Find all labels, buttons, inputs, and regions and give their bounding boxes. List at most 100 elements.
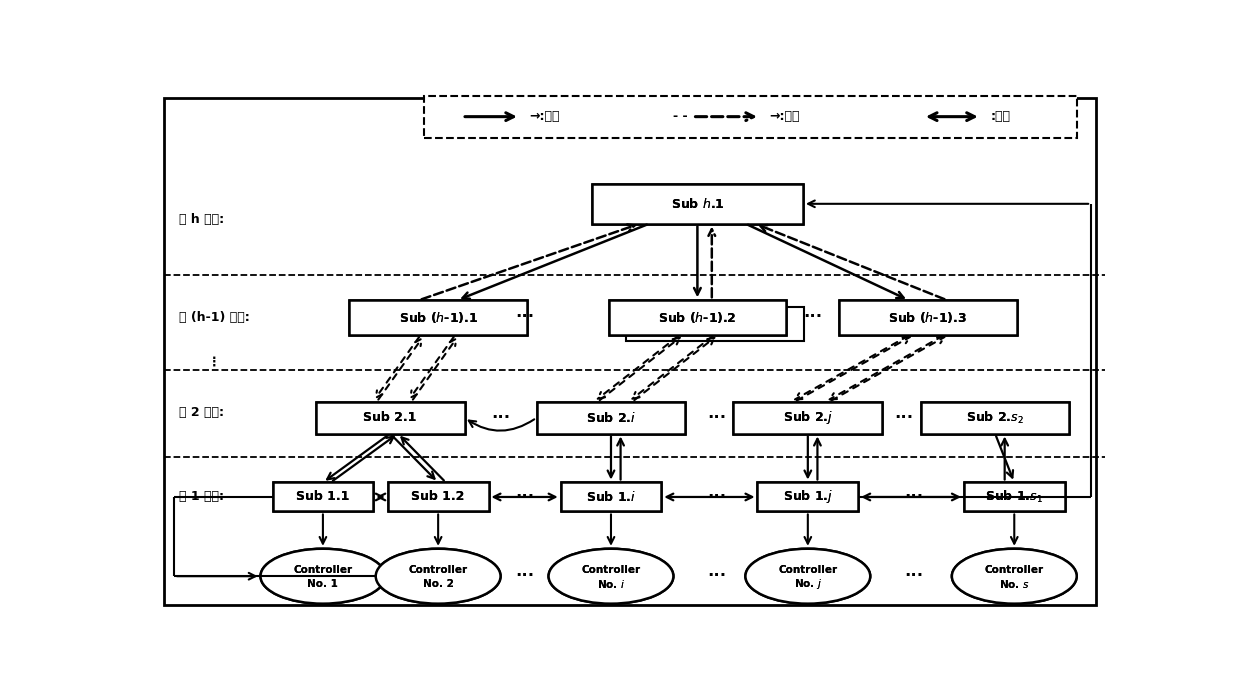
Text: Sub 2.1: Sub 2.1 [363, 411, 416, 424]
Text: Sub 2.$s_2$: Sub 2.$s_2$ [966, 410, 1023, 426]
Text: 第 h 层级:: 第 h 层级: [178, 213, 224, 226]
Text: Sub ($h$-1).2: Sub ($h$-1).2 [658, 310, 736, 325]
Text: Sub ($h$-1).2: Sub ($h$-1).2 [658, 310, 736, 325]
Text: No. 2: No. 2 [422, 578, 453, 589]
Ellipse shape [260, 549, 385, 604]
Text: 第 2 层级:: 第 2 层级: [178, 406, 224, 419]
Text: Controller: Controller [294, 565, 352, 575]
Text: Sub ($h$-1).3: Sub ($h$-1).3 [888, 310, 968, 325]
Text: ⋮: ⋮ [208, 356, 221, 369]
Bar [316, 402, 465, 434]
Text: →:凝聚: →:凝聚 [529, 110, 560, 123]
Text: ···: ··· [491, 409, 510, 427]
Text: ···: ··· [515, 309, 534, 327]
Bar [608, 300, 787, 335]
Text: Controller: Controller [778, 565, 838, 575]
Bar [964, 482, 1064, 512]
Ellipse shape [549, 549, 674, 604]
Text: No. 1: No. 1 [307, 578, 338, 589]
Text: No. $i$: No. $i$ [597, 578, 626, 589]
Text: Sub $h$.1: Sub $h$.1 [670, 197, 725, 211]
Bar [839, 300, 1017, 335]
Text: ···: ··· [707, 567, 726, 585]
Text: Sub 1.2: Sub 1.2 [411, 490, 465, 504]
Text: Sub 1.$j$: Sub 1.$j$ [783, 488, 833, 506]
Text: Sub ($h$-1).1: Sub ($h$-1).1 [399, 310, 478, 325]
Text: No. 1: No. 1 [307, 578, 338, 589]
Text: Controller: Controller [581, 565, 641, 575]
Text: ···: ··· [895, 409, 913, 427]
Text: No. $s$: No. $s$ [999, 578, 1030, 589]
Text: Sub 1.$j$: Sub 1.$j$ [783, 488, 833, 506]
Bar [349, 300, 527, 335]
Text: Sub 1.2: Sub 1.2 [411, 490, 465, 504]
Bar [757, 482, 859, 512]
Text: Controller: Controller [409, 565, 467, 575]
Text: ···: ··· [515, 488, 534, 506]
Text: Sub 1.$s_1$: Sub 1.$s_1$ [985, 489, 1043, 505]
Bar [388, 482, 488, 512]
Bar [424, 95, 1077, 138]
Bar [626, 307, 804, 341]
Text: Controller: Controller [581, 565, 641, 575]
Bar [388, 482, 488, 512]
Text: ···: ··· [904, 567, 923, 585]
Bar [349, 300, 527, 335]
Bar [757, 482, 859, 512]
Text: Sub 2.$j$: Sub 2.$j$ [783, 410, 833, 426]
Ellipse shape [549, 549, 674, 604]
Ellipse shape [746, 549, 870, 604]
Bar [592, 184, 803, 224]
Bar [560, 482, 662, 512]
Text: Sub 2.$i$: Sub 2.$i$ [586, 411, 636, 425]
Text: Sub ($h$-1).3: Sub ($h$-1).3 [888, 310, 968, 325]
Ellipse shape [746, 549, 870, 604]
Text: - -: - - [673, 110, 688, 123]
Ellipse shape [260, 549, 385, 604]
Text: ···: ··· [904, 488, 923, 506]
Bar [921, 402, 1069, 434]
Text: ···: ··· [707, 488, 726, 506]
Text: Sub 2.$j$: Sub 2.$j$ [783, 410, 833, 426]
Text: Sub 1.1: Sub 1.1 [296, 490, 349, 504]
Ellipse shape [952, 549, 1077, 604]
Text: No. $j$: No. $j$ [794, 577, 821, 591]
Text: Sub 2.$i$: Sub 2.$i$ [586, 411, 636, 425]
Bar [536, 402, 685, 434]
Bar [536, 402, 685, 434]
Text: No. 2: No. 2 [422, 578, 453, 589]
Text: Controller: Controller [409, 565, 467, 575]
Text: Controller: Controller [294, 565, 352, 575]
Text: ···: ··· [515, 567, 534, 585]
Text: 第 1 层级:: 第 1 层级: [178, 490, 224, 504]
Bar [608, 300, 787, 335]
Text: Controller: Controller [778, 565, 838, 575]
Bar [733, 402, 882, 434]
Text: No. $s$: No. $s$ [999, 578, 1030, 589]
Bar [273, 482, 373, 512]
Text: Sub 1.$s_1$: Sub 1.$s_1$ [985, 489, 1043, 505]
Text: ···: ··· [803, 309, 823, 327]
Ellipse shape [375, 549, 501, 604]
Bar [733, 402, 882, 434]
Text: Sub 1.1: Sub 1.1 [296, 490, 349, 504]
Text: :交互: :交互 [990, 110, 1010, 123]
Text: Sub 2.$s_2$: Sub 2.$s_2$ [966, 410, 1023, 426]
Bar [273, 482, 373, 512]
Text: ···: ··· [707, 409, 726, 427]
Bar [316, 402, 465, 434]
Text: No. $j$: No. $j$ [794, 577, 821, 591]
Text: No. $i$: No. $i$ [597, 578, 626, 589]
Text: Sub 1.$i$: Sub 1.$i$ [586, 490, 636, 504]
Bar [592, 184, 803, 224]
Text: Sub ($h$-1).1: Sub ($h$-1).1 [399, 310, 478, 325]
Text: Sub 2.1: Sub 2.1 [363, 411, 416, 424]
Text: Sub $h$.1: Sub $h$.1 [670, 197, 725, 211]
Ellipse shape [375, 549, 501, 604]
Bar [921, 402, 1069, 434]
Bar [964, 482, 1064, 512]
Text: 第 (h-1) 层级:: 第 (h-1) 层级: [178, 311, 249, 324]
Text: Controller: Controller [985, 565, 1043, 575]
Text: Controller: Controller [985, 565, 1043, 575]
Bar [560, 482, 662, 512]
